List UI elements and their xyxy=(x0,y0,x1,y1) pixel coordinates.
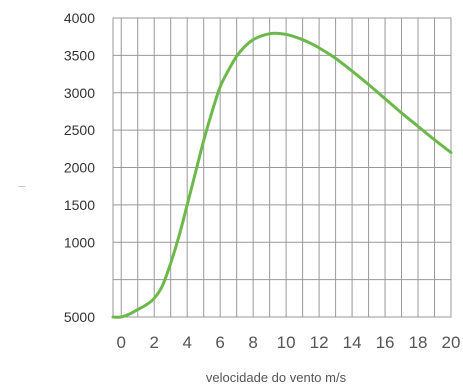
series-group xyxy=(111,31,453,319)
y-tick-label: 2500 xyxy=(64,122,95,138)
x-tick-label: 0 xyxy=(117,333,126,352)
y-axis-ticks: 5000 1000 1500 2000 2500 3000 3500 4000 xyxy=(64,10,95,325)
y-tick-label: 1000 xyxy=(64,234,95,250)
x-tick-label: 20 xyxy=(442,333,461,352)
x-tick-label: 14 xyxy=(343,333,362,352)
x-tick-label: 8 xyxy=(248,333,257,352)
y-tick-label: 4000 xyxy=(64,10,95,26)
x-tick-label: 12 xyxy=(310,333,329,352)
x-axis-label: velocidade do vento m/s xyxy=(206,370,347,385)
x-tick-label: 18 xyxy=(409,333,428,352)
x-tick-label: 2 xyxy=(149,333,158,352)
x-tick-label: 10 xyxy=(277,333,296,352)
grid xyxy=(112,17,452,318)
y-tick-label: 3500 xyxy=(64,47,95,63)
power-curve-line xyxy=(111,31,453,319)
y-tick-label: 3000 xyxy=(64,85,95,101)
x-tick-label: 6 xyxy=(215,333,224,352)
y-tick-label: 1500 xyxy=(64,197,95,213)
x-axis-ticks: 0 2 4 6 8 10 12 14 16 18 20 xyxy=(117,333,461,352)
y-axis-label: — xyxy=(19,183,26,190)
x-tick-label: 16 xyxy=(376,333,395,352)
y-tick-label: 5000 xyxy=(64,309,95,325)
x-tick-label: 4 xyxy=(182,333,191,352)
y-tick-label: 2000 xyxy=(64,160,95,176)
